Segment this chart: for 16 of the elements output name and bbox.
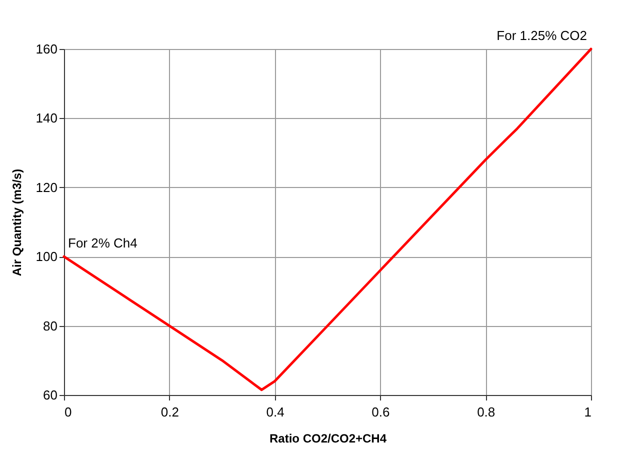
y-axis-title: Air Quantity (m3/s)	[10, 168, 24, 276]
x-tick-label: 0.6	[372, 404, 390, 420]
annotation: For 2% Ch4	[68, 236, 138, 251]
y-tick-label: 60	[43, 388, 58, 402]
x-tick-label: 1	[584, 404, 592, 420]
x-tick-label: 0.4	[266, 404, 284, 420]
y-tick-label: 140	[36, 110, 58, 126]
x-tick-label: 0	[64, 404, 72, 420]
y-tick-label: 100	[36, 249, 58, 264]
y-tick-label: 120	[36, 180, 58, 195]
x-tick-label: 0.8	[477, 404, 496, 420]
x-axis-title: Ratio CO2/CO2+CH4	[269, 432, 387, 446]
annotation: For 1.25% CO2	[496, 28, 587, 43]
y-tick-label: 80	[43, 318, 58, 334]
y-tick-label: 160	[36, 42, 58, 56]
x-tick-label: 0.2	[160, 404, 179, 420]
